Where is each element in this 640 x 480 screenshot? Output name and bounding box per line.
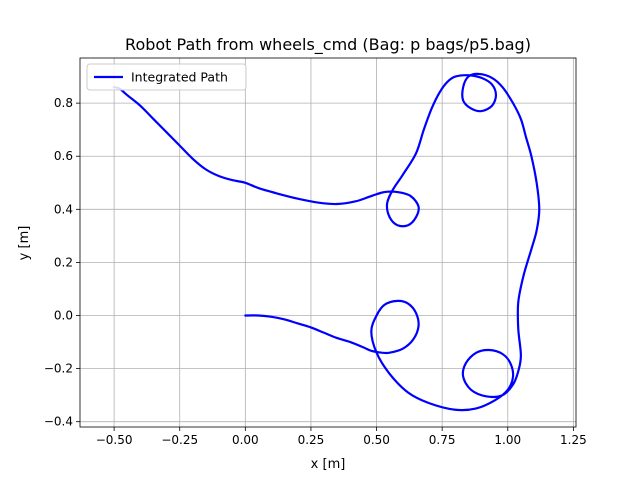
x-tick-label: 1.00 xyxy=(494,433,521,447)
y-tick-label: −0.4 xyxy=(44,415,73,429)
plot-area-frame xyxy=(79,57,577,428)
y-tick-label: 0.4 xyxy=(54,202,73,216)
ticks: −0.50 −0.25 0.00 0.25 0.50 0.75 1.00 1.25 −0.4 −0… xyxy=(44,96,587,447)
y-tick-label: −0.2 xyxy=(44,362,73,376)
series-layer xyxy=(113,72,541,412)
chart-title: Robot Path from wheels_cmd (Bag: p bags/… xyxy=(125,35,531,55)
y-axis-label: y [m] xyxy=(17,226,32,261)
x-tick-label: 1.25 xyxy=(560,433,587,447)
x-tick-label: 0.50 xyxy=(363,433,390,447)
x-axis-label: x [m] xyxy=(311,457,346,472)
y-tick-label: 0.8 xyxy=(54,96,73,110)
y-tick-label: 0.0 xyxy=(54,309,73,323)
y-tick-label: 0.6 xyxy=(54,149,73,163)
x-tick-label: 0.25 xyxy=(298,433,325,447)
x-tick-label: −0.50 xyxy=(96,433,133,447)
legend: Integrated Path xyxy=(86,63,247,91)
y-tick-label: 0.2 xyxy=(54,255,73,269)
legend-box xyxy=(86,63,247,91)
x-tick-label: 0.75 xyxy=(429,433,456,447)
series-line-integrated-path xyxy=(113,72,541,412)
x-tick-label: −0.25 xyxy=(161,433,198,447)
grid xyxy=(80,58,576,427)
legend-label: Integrated Path xyxy=(131,70,228,85)
x-tick-label: 0.00 xyxy=(232,433,259,447)
